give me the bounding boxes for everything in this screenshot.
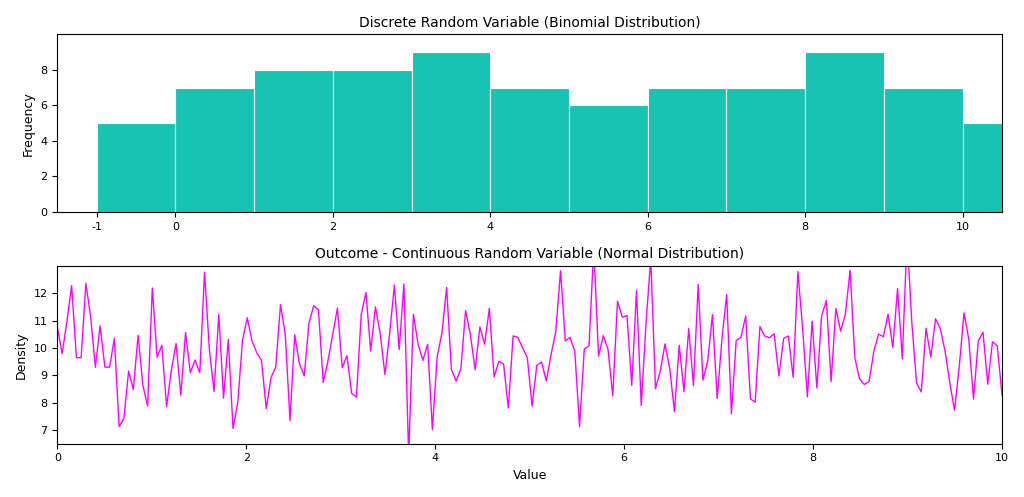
Bar: [648, 87, 726, 212]
Bar: [412, 52, 490, 212]
Bar: [175, 87, 254, 212]
Bar: [569, 105, 648, 212]
Bar: [490, 87, 569, 212]
Bar: [96, 123, 175, 212]
Title: Discrete Random Variable (Binomial Distribution): Discrete Random Variable (Binomial Distr…: [358, 15, 700, 29]
Bar: [726, 87, 805, 212]
Bar: [963, 123, 1024, 212]
X-axis label: Value: Value: [513, 469, 547, 482]
Y-axis label: Density: Density: [15, 331, 28, 379]
Bar: [254, 70, 333, 212]
Bar: [805, 52, 884, 212]
Bar: [333, 70, 412, 212]
Bar: [884, 87, 963, 212]
Title: Outcome - Continuous Random Variable (Normal Distribution): Outcome - Continuous Random Variable (No…: [315, 247, 744, 261]
Y-axis label: Frequency: Frequency: [22, 91, 35, 156]
